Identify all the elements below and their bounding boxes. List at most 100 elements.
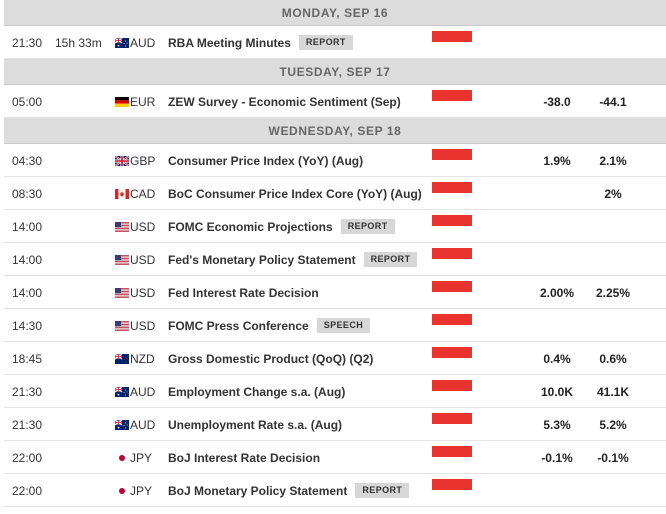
currency-flag bbox=[115, 474, 129, 507]
currency-flag bbox=[115, 144, 129, 177]
impact-indicator bbox=[432, 248, 472, 259]
event-name-cell: Fed Interest Rate Decision bbox=[168, 276, 319, 309]
impact-bar bbox=[432, 31, 472, 42]
event-name[interactable]: Fed Interest Rate Decision bbox=[168, 285, 319, 300]
impact-indicator bbox=[432, 182, 472, 193]
event-forecast: -0.1% bbox=[597, 450, 629, 465]
event-row[interactable]: 22:00 JPY BoJ Interest Rate Decision -0.1% -… bbox=[4, 441, 666, 474]
event-actual bbox=[532, 474, 582, 507]
canada-flag-icon bbox=[115, 188, 129, 199]
event-name-cell: BoJ Interest Rate Decision bbox=[168, 441, 320, 474]
event-time: 22:00 bbox=[12, 483, 43, 498]
event-time: 14:00 bbox=[12, 219, 43, 234]
japan-flag-icon bbox=[115, 485, 129, 496]
event-name-cell: RBA Meeting Minutes REPORT bbox=[168, 26, 353, 59]
impact-bar bbox=[432, 182, 472, 193]
event-actual: -38.0 bbox=[543, 94, 571, 109]
event-name[interactable]: Unemployment Rate s.a. (Aug) bbox=[168, 417, 343, 432]
usa-flag-icon bbox=[115, 287, 129, 298]
event-name[interactable]: BoC Consumer Price Index Core (YoY) (Aug… bbox=[168, 186, 422, 201]
event-actual bbox=[532, 177, 582, 210]
event-name[interactable]: RBA Meeting Minutes bbox=[168, 35, 291, 50]
event-name[interactable]: BoJ Monetary Policy Statement bbox=[168, 483, 348, 498]
event-row[interactable]: 05:00 EUR ZEW Survey - Economic Sentiment … bbox=[4, 85, 666, 118]
event-badge[interactable]: REPORT bbox=[340, 219, 395, 234]
event-name-cell: FOMC Economic Projections REPORT bbox=[168, 210, 395, 243]
currency-flag bbox=[115, 276, 129, 309]
event-time: 08:30 bbox=[12, 186, 43, 201]
impact-bar bbox=[432, 149, 472, 160]
usa-flag-icon bbox=[115, 254, 129, 265]
event-currency: JPY bbox=[130, 450, 153, 465]
impact-bar bbox=[432, 314, 472, 325]
currency-flag bbox=[115, 177, 129, 210]
event-actual bbox=[532, 26, 582, 59]
impact-indicator bbox=[432, 90, 472, 101]
event-name-cell: ZEW Survey - Economic Sentiment (Sep) bbox=[168, 85, 401, 118]
event-actual: 1.9% bbox=[543, 153, 571, 168]
currency-flag bbox=[115, 375, 129, 408]
australia-flag-icon bbox=[115, 386, 129, 397]
usa-flag-icon bbox=[115, 320, 129, 331]
impact-indicator bbox=[432, 347, 472, 358]
event-countdown: 15h 33m bbox=[55, 35, 102, 50]
event-row[interactable]: 14:00 USD FOMC Economic Projections REPORT bbox=[4, 210, 666, 243]
event-name-cell: FOMC Press Conference SPEECH bbox=[168, 309, 371, 342]
impact-indicator bbox=[432, 314, 472, 325]
event-row[interactable]: 22:00 JPY BoJ Monetary Policy Statement REP… bbox=[4, 474, 666, 507]
event-badge[interactable]: REPORT bbox=[363, 252, 418, 267]
event-name[interactable]: ZEW Survey - Economic Sentiment (Sep) bbox=[168, 94, 401, 109]
event-time: 22:00 bbox=[12, 450, 43, 465]
event-forecast: 41.1K bbox=[596, 384, 630, 399]
day-header: TUESDAY, SEP 17 bbox=[4, 59, 666, 85]
event-row[interactable]: 21:30 AUD Unemployment Rate s.a. (Aug) 5.3%… bbox=[4, 408, 666, 441]
event-badge[interactable]: REPORT bbox=[298, 35, 353, 50]
event-forecast: 0.6% bbox=[599, 351, 627, 366]
event-actual: -0.1% bbox=[541, 450, 573, 465]
event-time: 04:30 bbox=[12, 153, 43, 168]
event-row[interactable]: 21:30 15h 33m AUD RBA Meeting Minutes REPORT bbox=[4, 26, 666, 59]
event-name[interactable]: Consumer Price Index (YoY) (Aug) bbox=[168, 153, 364, 168]
event-forecast: 2% bbox=[604, 186, 622, 201]
event-time: 14:30 bbox=[12, 318, 43, 333]
event-row[interactable]: 18:45 NZD Gross Domestic Product (QoQ) (Q2… bbox=[4, 342, 666, 375]
event-name[interactable]: FOMC Economic Projections bbox=[168, 219, 333, 234]
impact-bar bbox=[432, 479, 472, 490]
event-forecast bbox=[588, 210, 638, 243]
event-name-cell: BoC Consumer Price Index Core (YoY) (Aug… bbox=[168, 177, 422, 210]
event-time: 21:30 bbox=[12, 35, 43, 50]
event-badge[interactable]: SPEECH bbox=[316, 318, 371, 333]
event-badge[interactable]: REPORT bbox=[355, 483, 410, 498]
event-currency: JPY bbox=[130, 483, 153, 498]
event-currency: AUD bbox=[130, 384, 156, 399]
event-forecast: -44.1 bbox=[599, 94, 627, 109]
event-row[interactable]: 14:00 USD Fed's Monetary Policy Statement R… bbox=[4, 243, 666, 276]
event-forecast bbox=[588, 309, 638, 342]
event-name[interactable]: Gross Domestic Product (QoQ) (Q2) bbox=[168, 351, 374, 366]
currency-flag bbox=[115, 210, 129, 243]
event-currency: USD bbox=[130, 219, 156, 234]
event-actual bbox=[532, 243, 582, 276]
event-row[interactable]: 21:30 AUD Employment Change s.a. (Aug) 10.0… bbox=[4, 375, 666, 408]
impact-bar bbox=[432, 248, 472, 259]
event-row[interactable]: 14:00 USD Fed Interest Rate Decision 2.00% 2… bbox=[4, 276, 666, 309]
event-name[interactable]: BoJ Interest Rate Decision bbox=[168, 450, 321, 465]
impact-bar bbox=[432, 347, 472, 358]
event-name[interactable]: Employment Change s.a. (Aug) bbox=[168, 384, 346, 399]
event-row[interactable]: 08:30 CAD BoC Consumer Price Index Core (Y… bbox=[4, 177, 666, 210]
event-name-cell: Consumer Price Index (YoY) (Aug) bbox=[168, 144, 363, 177]
uk-flag-icon bbox=[115, 155, 129, 166]
germany-flag-icon bbox=[115, 96, 129, 107]
event-currency: EUR bbox=[130, 94, 156, 109]
impact-bar bbox=[432, 380, 472, 391]
event-actual: 5.3% bbox=[543, 417, 571, 432]
event-currency: CAD bbox=[130, 186, 156, 201]
event-time: 14:00 bbox=[12, 252, 43, 267]
event-name[interactable]: FOMC Press Conference bbox=[168, 318, 309, 333]
event-row[interactable]: 14:30 USD FOMC Press Conference SPEECH bbox=[4, 309, 666, 342]
event-currency: USD bbox=[130, 285, 156, 300]
day-header: MONDAY, SEP 16 bbox=[4, 0, 666, 26]
event-time: 21:30 bbox=[12, 384, 43, 399]
event-name[interactable]: Fed's Monetary Policy Statement bbox=[168, 252, 356, 267]
event-row[interactable]: 04:30 GBP Consumer Price Index (YoY) (Aug)… bbox=[4, 144, 666, 177]
